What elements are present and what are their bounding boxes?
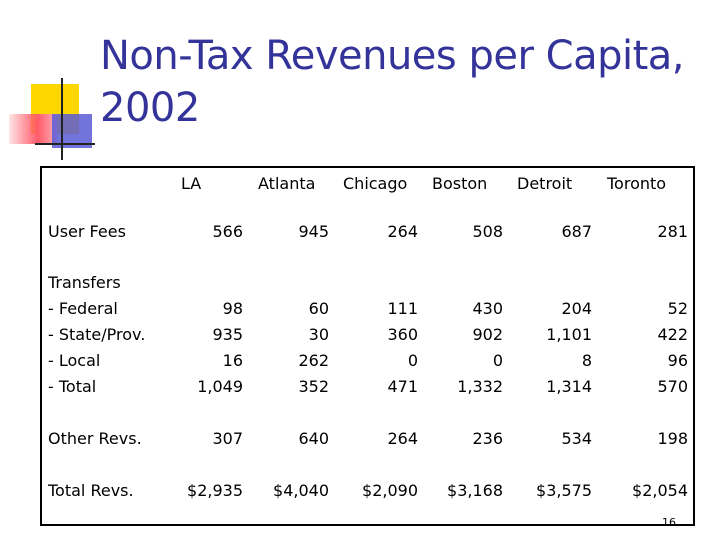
cell-federal-2: 111 [387,299,418,318]
row-label-other-revs: Other Revs. [48,429,142,448]
cell-local-5: 96 [667,351,688,370]
col-header-detroit: Detroit [517,174,573,193]
cell-state-3: 902 [472,325,503,344]
cell-other-revs-4: 534 [561,429,592,448]
cell-other-revs-0: 307 [212,429,243,448]
cell-transfers-total-3: 1,332 [457,377,503,396]
cell-user-fees-3: 508 [472,222,503,241]
cell-state-0: 935 [212,325,243,344]
decor-vertical-line [61,78,63,160]
cell-user-fees-4: 687 [561,222,592,241]
cell-other-revs-3: 236 [472,429,503,448]
cell-total-revs-4: $3,575 [536,481,592,500]
cell-local-4: 8 [581,351,592,370]
cell-federal-4: 204 [561,299,592,318]
cell-other-revs-2: 264 [387,429,418,448]
col-header-toronto: Toronto [607,174,667,193]
slide-title: Non-Tax Revenues per Capita, 2002 [100,33,685,131]
col-header-boston: Boston [432,174,488,193]
cell-federal-5: 52 [667,299,688,318]
cell-total-revs-0: $2,935 [187,481,243,500]
cell-local-2: 0 [407,351,418,370]
cell-state-1: 30 [308,325,329,344]
cell-other-revs-1: 640 [298,429,329,448]
page-number: 16 [662,516,676,529]
cell-transfers-total-2: 471 [387,377,418,396]
cell-user-fees-1: 945 [298,222,329,241]
cell-local-1: 262 [298,351,329,370]
cell-transfers-total-5: 570 [657,377,688,396]
cell-user-fees-5: 281 [657,222,688,241]
row-label-state: - State/Prov. [48,325,146,344]
cell-total-revs-5: $2,054 [632,481,688,500]
cell-state-4: 1,101 [546,325,592,344]
row-label-federal: - Federal [48,299,118,318]
cell-transfers-total-0: 1,049 [197,377,243,396]
decor-blue-square [52,114,92,148]
col-header-atlanta: Atlanta [258,174,316,193]
row-label-transfers: Transfers [48,273,121,292]
cell-total-revs-1: $4,040 [273,481,329,500]
revenue-table [40,166,695,526]
row-label-local: - Local [48,351,101,370]
cell-federal-1: 60 [308,299,329,318]
cell-state-2: 360 [387,325,418,344]
cell-transfers-total-1: 352 [298,377,329,396]
col-header-la: LA [181,174,202,193]
col-header-chicago: Chicago [343,174,408,193]
cell-state-5: 422 [657,325,688,344]
decor-horizontal-line [35,143,95,145]
cell-other-revs-5: 198 [657,429,688,448]
row-label-total-revs: Total Revs. [48,481,134,500]
row-label-total: - Total [48,377,97,396]
cell-local-3: 0 [492,351,503,370]
cell-user-fees-2: 264 [387,222,418,241]
cell-total-revs-2: $2,090 [362,481,418,500]
row-label-user-fees: User Fees [48,222,126,241]
cell-transfers-total-4: 1,314 [546,377,592,396]
cell-federal-0: 98 [222,299,243,318]
decor-red-bar [9,114,57,144]
cell-user-fees-0: 566 [212,222,243,241]
cell-total-revs-3: $3,168 [447,481,503,500]
cell-local-0: 16 [222,351,243,370]
cell-federal-3: 430 [472,299,503,318]
